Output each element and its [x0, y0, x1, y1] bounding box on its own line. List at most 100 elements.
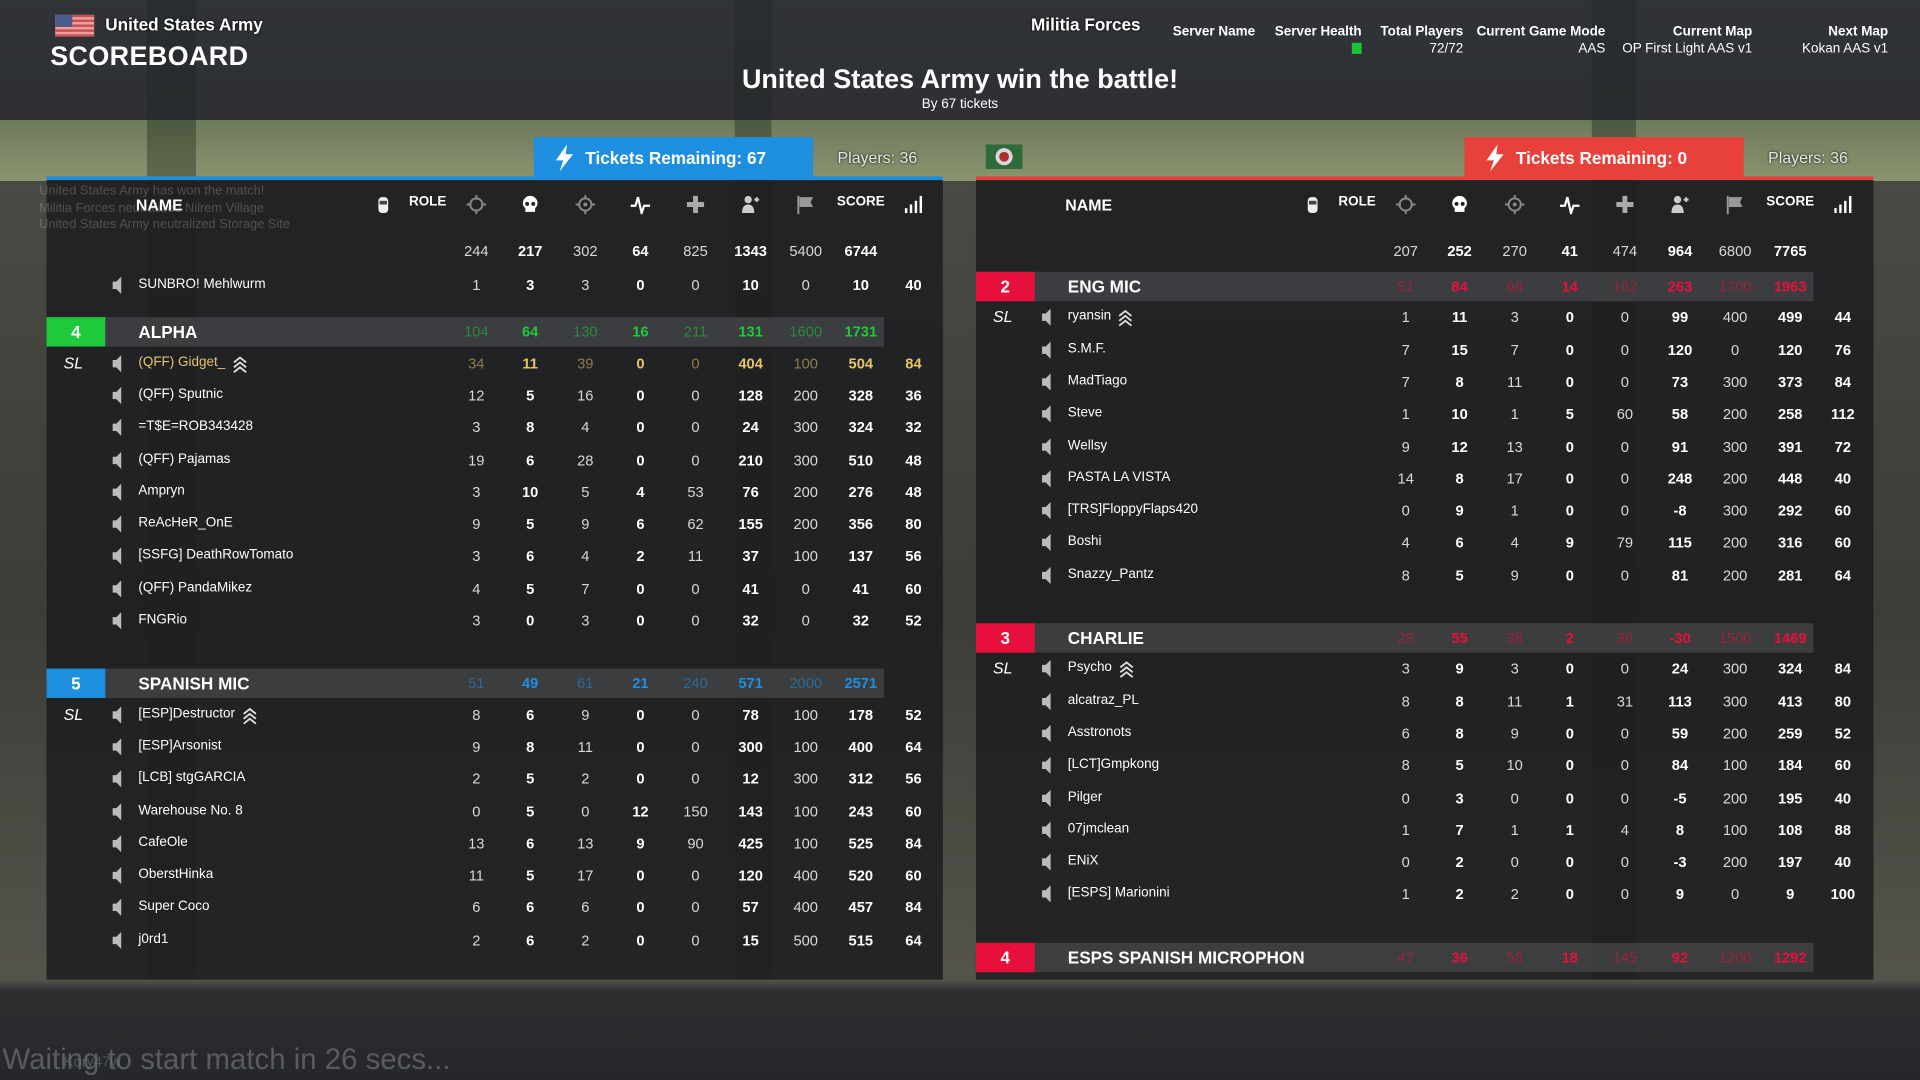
squad-number: 5 — [46, 668, 106, 699]
column-score[interactable]: SCORE — [836, 194, 885, 210]
player-name[interactable]: (QFF) Gidget_ — [138, 354, 226, 370]
server-info-value: OP First Light AAS v1 — [1622, 41, 1753, 57]
player-row[interactable]: Pilger 0 3 0 0 0 -5 200 195 40 — [976, 782, 1874, 814]
squad-header[interactable]: 2 ENG MIC 51 84 66 14 162 263 1700 1963 — [975, 271, 1814, 302]
stat-cell: 11 — [522, 354, 538, 372]
player-name[interactable]: [ESP]Arsonist — [138, 738, 222, 753]
player-name[interactable]: [ESP]Destructor — [138, 706, 235, 721]
stat-cell: 474 — [1612, 242, 1638, 260]
player-name[interactable]: MadTiago — [1067, 373, 1128, 389]
stat-cell: 8 — [1455, 469, 1464, 488]
player-name[interactable]: Warehouse No. 8 — [138, 802, 243, 818]
player-name[interactable]: Boshi — [1067, 534, 1102, 550]
player-name[interactable]: Asstronots — [1067, 724, 1132, 740]
player-name[interactable]: Pilger — [1067, 789, 1103, 804]
player-row[interactable]: [ESPS] Marionini 1 2 2 0 0 9 0 9 100 — [976, 878, 1874, 910]
player-row[interactable]: [LCB] stgGARCIA 2 5 2 0 0 12 300 312 56 — [47, 763, 943, 795]
player-row[interactable]: S.M.F. 7 15 7 0 0 120 0 120 76 — [976, 334, 1874, 366]
player-row[interactable]: [TRS]FloppyFlaps420 0 9 1 0 0 -8 300 292 60 — [976, 495, 1874, 527]
player-row[interactable]: FNGRio 3 0 3 0 0 32 0 32 52 — [47, 605, 943, 637]
player-row[interactable]: SL [ESP]Destructor 8 6 9 0 0 78 100 178 52 — [47, 699, 943, 731]
squad-total-cell: 51 — [468, 675, 485, 693]
player-name[interactable]: Ampryn — [138, 483, 185, 499]
player-row[interactable]: PASTA LA VISTA 14 8 17 0 0 248 200 448 40 — [976, 463, 1874, 495]
player-row[interactable]: Boshi 4 6 4 9 79 115 200 316 60 — [976, 527, 1874, 559]
player-name[interactable]: [ESPS] Marionini — [1067, 885, 1170, 901]
stat-cell: 137 — [848, 547, 874, 565]
player-row[interactable]: =T$E=ROB343428 3 8 4 0 0 24 300 324 32 — [47, 412, 943, 444]
player-name[interactable]: S.M.F. — [1067, 341, 1106, 356]
player-row[interactable]: SL Psycho 3 9 3 0 0 24 300 324 84 — [976, 653, 1874, 685]
player-name[interactable]: 07jmclean — [1067, 821, 1130, 837]
player-row[interactable]: SL ryansin 1 11 3 0 0 99 400 499 44 — [976, 302, 1874, 334]
player-name[interactable]: ryansin — [1067, 308, 1112, 324]
player-row[interactable]: Super Coco 6 6 6 0 0 57 400 457 84 — [47, 892, 943, 924]
player-row[interactable]: (QFF) Sputnic 12 5 16 0 0 128 200 328 36 — [47, 379, 943, 411]
player-row[interactable]: MadTiago 7 8 11 0 0 73 300 373 84 — [976, 366, 1874, 398]
team-panel-united-states-army[interactable]: NAME ROLE SCORE 244 217 302 64 825 1343 5400 6744 S… — [46, 180, 943, 980]
player-name[interactable]: j0rd1 — [138, 931, 169, 947]
column-role[interactable]: ROLE — [408, 194, 447, 210]
player-name[interactable]: =T$E=ROB343428 — [138, 419, 253, 434]
player-name[interactable]: SUNBRO! Mehlwurm — [138, 276, 266, 292]
player-row[interactable]: SL (QFF) Gidget_ 34 11 39 0 0 404 100 504 84 — [47, 347, 943, 379]
stat-cell: 300 — [1722, 502, 1748, 520]
player-name[interactable]: [SSFG] DeathRowTomato — [138, 547, 294, 563]
player-name[interactable]: [TRS]FloppyFlaps420 — [1067, 502, 1199, 517]
player-name[interactable]: ENiX — [1067, 853, 1099, 869]
column-name[interactable]: NAME — [1065, 195, 1113, 215]
player-name[interactable]: Super Coco — [138, 899, 210, 914]
player-row[interactable]: Warehouse No. 8 0 5 0 12 150 143 100 243 60 — [47, 795, 943, 827]
team-panel-militia-forces[interactable]: NAME ROLE SCORE 207 252 270 41 474 964 6800 7765 2 E… — [975, 180, 1874, 980]
player-name[interactable]: CafeOle — [138, 834, 188, 850]
stat-cell: 200 — [793, 515, 818, 533]
player-row[interactable]: Asstronots 6 8 9 0 0 59 200 259 52 — [976, 717, 1874, 749]
player-row[interactable]: OberstHinka 11 5 17 0 0 120 400 520 60 — [47, 860, 943, 892]
speaker-icon — [112, 451, 122, 469]
player-name[interactable]: [LCT]Gmpkong — [1067, 756, 1160, 772]
player-row[interactable]: 07jmclean 1 7 1 1 4 8 100 108 88 — [976, 814, 1874, 846]
player-name[interactable]: ReAcHeR_OnE — [138, 515, 233, 531]
player-row[interactable]: [SSFG] DeathRowTomato 3 6 4 2 11 37 100 137 56 — [47, 540, 943, 572]
player-row[interactable]: Ampryn 3 10 5 4 53 76 200 276 48 — [47, 476, 943, 508]
player-row[interactable]: Wellsy 9 12 13 0 0 91 300 391 72 — [976, 430, 1874, 462]
player-row[interactable]: [LCT]Gmpkong 8 5 10 0 0 84 100 184 60 — [976, 750, 1874, 782]
player-name[interactable]: (QFF) Pajamas — [138, 451, 231, 466]
column-name[interactable]: NAME — [135, 195, 183, 215]
player-row[interactable]: ENiX 0 2 0 0 0 -3 200 197 40 — [976, 846, 1874, 878]
column-score[interactable]: SCORE — [1766, 194, 1815, 210]
squad-header[interactable]: 3 CHARLIE 28 55 38 2 36 -30 1500 1469 — [975, 623, 1814, 653]
stat-cell: 48 — [905, 483, 922, 501]
player-row[interactable]: Snazzy_Pantz 8 5 9 0 0 81 200 281 64 — [976, 559, 1874, 591]
player-row[interactable]: ReAcHeR_OnE 9 5 9 6 62 155 200 356 80 — [47, 508, 943, 540]
player-name[interactable]: (QFF) PandaMikez — [138, 580, 253, 595]
column-role[interactable]: ROLE — [1338, 194, 1376, 210]
player-name[interactable]: Wellsy — [1067, 437, 1108, 453]
stat-cell: 60 — [905, 580, 922, 598]
player-row[interactable]: [ESP]Arsonist 9 8 11 0 0 300 100 400 64 — [47, 731, 943, 763]
player-name[interactable]: Psycho — [1067, 660, 1112, 676]
stat-cell: 2 — [1455, 885, 1464, 903]
player-name[interactable]: FNGRio — [138, 612, 188, 627]
player-name[interactable]: (QFF) Sputnic — [138, 386, 223, 402]
squad-header[interactable]: 4 ALPHA 104 64 130 16 211 131 1600 1731 — [46, 317, 885, 347]
stat-cell: -5 — [1673, 789, 1687, 807]
player-row[interactable]: (QFF) Pajamas 19 6 28 0 0 210 300 510 48 — [47, 444, 943, 476]
squad-header[interactable]: 5 SPANISH MIC 51 49 61 21 240 571 2000 2571 — [46, 668, 885, 699]
stat-cell: 3 — [581, 276, 590, 294]
player-name[interactable]: PASTA LA VISTA — [1067, 469, 1171, 485]
player-row[interactable]: SL[ESPS] LoneWolver252001310011356 — [976, 972, 1874, 980]
player-row[interactable]: alcatraz_PL 8 8 11 1 31 113 300 413 80 — [976, 685, 1874, 717]
player-name[interactable]: Snazzy_Pantz — [1067, 566, 1154, 582]
player-row[interactable]: SUNBRO! Mehlwurm 1 3 3 0 0 10 0 10 40 — [47, 269, 943, 301]
player-name[interactable]: Steve — [1067, 405, 1103, 421]
squad-header[interactable]: 4 ESPS SPANISH MICROPHON 47 36 58 18 145 92 1200… — [975, 942, 1814, 972]
squad-total-cell: 51 — [1397, 277, 1414, 296]
player-name[interactable]: [LCB] stgGARCIA — [138, 770, 246, 786]
player-row[interactable]: (QFF) PandaMikez 4 5 7 0 0 41 0 41 60 — [47, 573, 943, 605]
player-name[interactable]: alcatraz_PL — [1067, 692, 1139, 708]
player-name[interactable]: OberstHinka — [138, 867, 214, 882]
player-row[interactable]: Steve 1 10 1 5 60 58 200 258 112 — [976, 398, 1874, 430]
player-row[interactable]: CafeOle 13 6 13 9 90 425 100 525 84 — [47, 828, 943, 860]
player-row[interactable]: j0rd1 2 6 2 0 0 15 500 515 64 — [47, 924, 943, 956]
